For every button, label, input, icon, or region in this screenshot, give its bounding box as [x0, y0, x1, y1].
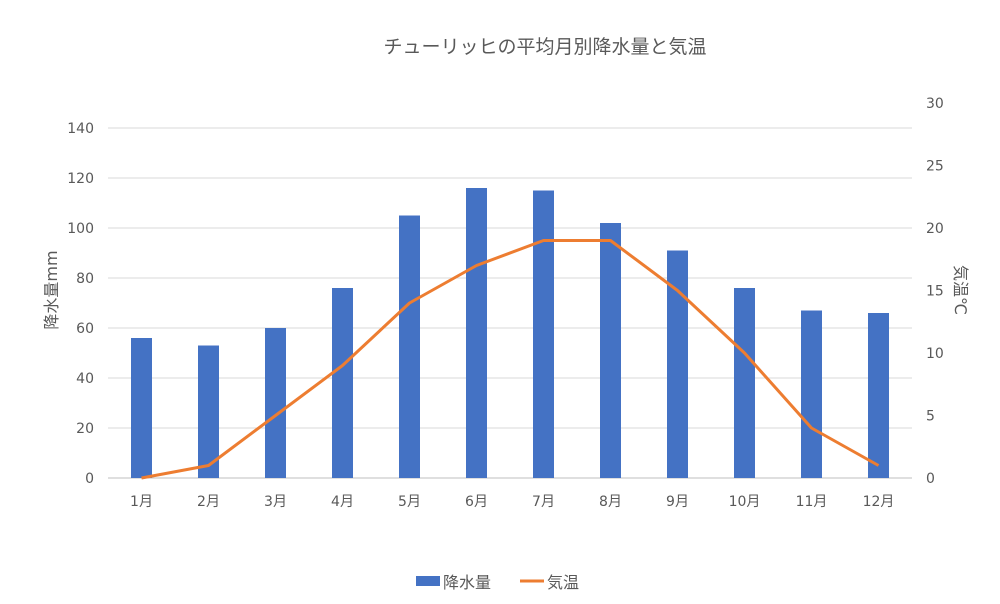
bar-6月	[466, 188, 487, 478]
x-tick-label: 1月	[130, 494, 153, 510]
x-tick-label: 5月	[398, 494, 421, 510]
x-tick-label: 10月	[729, 494, 761, 510]
legend: 降水量 気温	[416, 573, 579, 592]
x-tick-label: 12月	[863, 494, 895, 510]
x-tick-label: 6月	[465, 494, 488, 510]
left-axis-label: 降水量mm	[42, 250, 61, 329]
legend-label-bar: 降水量	[443, 573, 491, 592]
left-tick-label: 80	[76, 271, 94, 287]
line-series	[141, 240, 878, 478]
right-tick-label: 10	[926, 346, 944, 362]
right-tick-label: 0	[926, 471, 935, 487]
bar-5月	[399, 216, 420, 479]
x-axis-ticks: 1月 2月 3月 4月 5月 6月 7月 8月 9月 10月 11月 12月	[130, 494, 894, 510]
right-tick-label: 30	[926, 96, 944, 112]
bar-10月	[734, 288, 755, 478]
bar-series	[131, 188, 889, 478]
x-tick-label: 8月	[599, 494, 622, 510]
right-axis-ticks: 0 5 10 15 20 25 30	[926, 96, 944, 487]
left-tick-label: 120	[67, 171, 94, 187]
gridlines	[108, 128, 912, 478]
x-tick-label: 7月	[532, 494, 555, 510]
left-tick-label: 60	[76, 321, 94, 337]
left-tick-label: 0	[85, 471, 94, 487]
left-tick-label: 100	[67, 221, 94, 237]
bar-7月	[533, 191, 554, 479]
right-tick-label: 5	[926, 409, 935, 425]
bar-4月	[332, 288, 353, 478]
left-tick-label: 20	[76, 421, 94, 437]
bar-2月	[198, 346, 219, 479]
bar-3月	[265, 328, 286, 478]
bar-11月	[801, 311, 822, 479]
left-axis-ticks: 0 20 40 60 80 100 120 140	[67, 121, 94, 487]
legend-swatch-bar	[416, 576, 440, 586]
bar-12月	[868, 313, 889, 478]
right-tick-label: 25	[926, 159, 944, 175]
left-tick-label: 140	[67, 121, 94, 137]
left-tick-label: 40	[76, 371, 94, 387]
x-tick-label: 11月	[796, 494, 828, 510]
x-tick-label: 4月	[331, 494, 354, 510]
right-tick-label: 20	[926, 221, 944, 237]
right-axis-label: 気温℃	[951, 265, 970, 315]
x-tick-label: 3月	[264, 494, 287, 510]
bar-8月	[600, 223, 621, 478]
temperature-line	[142, 241, 879, 479]
x-tick-label: 2月	[197, 494, 220, 510]
right-tick-label: 15	[926, 284, 944, 300]
x-tick-label: 9月	[666, 494, 689, 510]
bar-1月	[131, 338, 152, 478]
legend-label-line: 気温	[547, 573, 579, 592]
chart-title: チューリッヒの平均月別降水量と気温	[383, 36, 706, 58]
